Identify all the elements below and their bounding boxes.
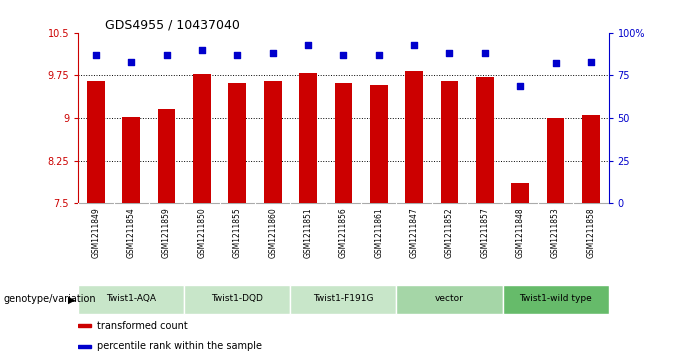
FancyBboxPatch shape (503, 285, 609, 314)
Text: Twist1-F191G: Twist1-F191G (313, 294, 373, 303)
Bar (264, 81, 282, 203)
Point (409, 42, 420, 48)
Bar (511, 183, 529, 203)
Bar (158, 110, 175, 203)
Text: Twist1-wild type: Twist1-wild type (520, 294, 592, 303)
Text: GDS4955 / 10437040: GDS4955 / 10437040 (105, 19, 239, 32)
Text: GSM1211857: GSM1211857 (480, 207, 490, 258)
Text: GSM1211856: GSM1211856 (339, 207, 348, 258)
Text: GSM1211858: GSM1211858 (586, 207, 596, 258)
Text: percentile rank within the sample: percentile rank within the sample (97, 342, 262, 351)
Text: GSM1211851: GSM1211851 (303, 207, 313, 258)
FancyBboxPatch shape (184, 285, 290, 314)
Point (161, 52, 172, 58)
Text: GSM1211847: GSM1211847 (409, 207, 419, 258)
Text: GSM1211848: GSM1211848 (515, 207, 525, 258)
FancyBboxPatch shape (290, 285, 396, 314)
Text: GSM1211853: GSM1211853 (551, 207, 560, 258)
Text: genotype/variation: genotype/variation (3, 294, 96, 305)
Bar (87, 81, 105, 203)
Text: GSM1211859: GSM1211859 (162, 207, 171, 258)
Point (373, 52, 384, 58)
FancyBboxPatch shape (78, 285, 184, 314)
Point (303, 42, 313, 48)
FancyBboxPatch shape (396, 285, 503, 314)
Text: GSM1211852: GSM1211852 (445, 207, 454, 258)
Bar (405, 72, 423, 203)
Text: GSM1211854: GSM1211854 (126, 207, 136, 258)
Point (338, 52, 349, 58)
Bar (582, 115, 600, 203)
Bar (370, 85, 388, 203)
Text: transformed count: transformed count (97, 321, 188, 331)
Bar (78, 324, 91, 327)
Text: Twist1-DQD: Twist1-DQD (211, 294, 263, 303)
Point (232, 52, 243, 58)
Point (197, 47, 207, 53)
Text: ▶: ▶ (68, 294, 76, 305)
Point (550, 61, 561, 66)
Point (267, 50, 278, 56)
Text: GSM1211855: GSM1211855 (233, 207, 242, 258)
Text: GSM1211849: GSM1211849 (91, 207, 101, 258)
Point (444, 50, 455, 56)
Point (585, 59, 596, 65)
Point (90, 52, 101, 58)
Bar (547, 118, 564, 203)
Point (479, 50, 490, 56)
Bar (228, 83, 246, 203)
Text: GSM1211850: GSM1211850 (197, 207, 207, 258)
Point (126, 59, 137, 65)
Bar (78, 345, 91, 348)
Text: GSM1211860: GSM1211860 (268, 207, 277, 258)
Bar (122, 117, 140, 203)
Text: GSM1211861: GSM1211861 (374, 207, 384, 258)
Bar (193, 74, 211, 203)
Bar (476, 77, 494, 203)
Text: vector: vector (435, 294, 464, 303)
Bar (335, 83, 352, 203)
Bar (299, 73, 317, 203)
Bar (441, 81, 458, 203)
Text: Twist1-AQA: Twist1-AQA (106, 294, 156, 303)
Point (515, 83, 526, 89)
